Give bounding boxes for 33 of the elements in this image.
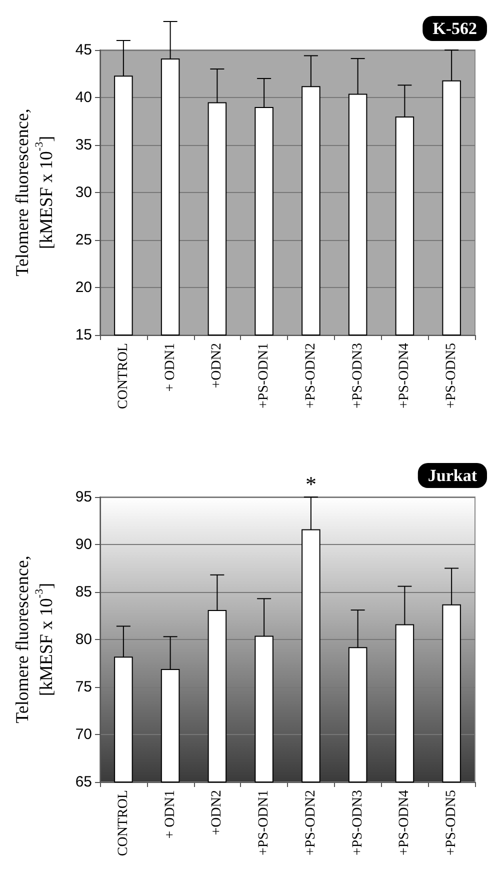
y-tick-label: 25 (75, 232, 92, 248)
x-tick-label: +PS-ODN1 (256, 343, 272, 408)
y-tick-label: 70 (75, 726, 92, 743)
x-tick-label: +PS-ODN1 (256, 790, 272, 856)
chart-title: Jurkat (428, 466, 478, 485)
y-tick-label: 80 (75, 631, 92, 648)
x-tick-label: +PS-ODN4 (397, 343, 412, 408)
x-tick-label: +PS-ODN2 (303, 790, 318, 856)
x-tick-label: +PS-ODN3 (350, 790, 366, 856)
y-tick-label: 65 (75, 774, 92, 790)
y-tick-label: 35 (75, 136, 92, 154)
x-tick-label: +ODN2 (210, 343, 225, 388)
x-tick-label: + ODN1 (162, 343, 178, 392)
y-tick-label: 95 (75, 488, 92, 506)
annotation: * (305, 472, 316, 496)
x-tick-label: +PS-ODN2 (303, 343, 318, 408)
x-tick-label: + ODN1 (162, 790, 178, 839)
y-tick-label: 85 (75, 584, 92, 600)
y-tick-label: 20 (75, 279, 92, 296)
x-tick-label: CONTROL (116, 790, 131, 856)
x-tick-label: +ODN2 (210, 790, 225, 836)
y-tick-label: 15 (75, 326, 92, 344)
chart-title: K-562 (432, 19, 478, 38)
y-tick-label: 90 (75, 536, 92, 553)
x-tick-label: +PS-ODN3 (350, 343, 366, 408)
y-tick-label: 30 (75, 184, 92, 201)
y-tick-label: 45 (75, 42, 92, 58)
y-tick-label: 75 (75, 678, 92, 696)
x-tick-label: +PS-ODN5 (444, 790, 460, 856)
y-tick-label: 40 (75, 89, 92, 106)
x-tick-label: +PS-ODN5 (444, 343, 460, 408)
x-tick-label: +PS-ODN4 (397, 790, 412, 856)
x-tick-label: CONTROL (116, 343, 131, 410)
